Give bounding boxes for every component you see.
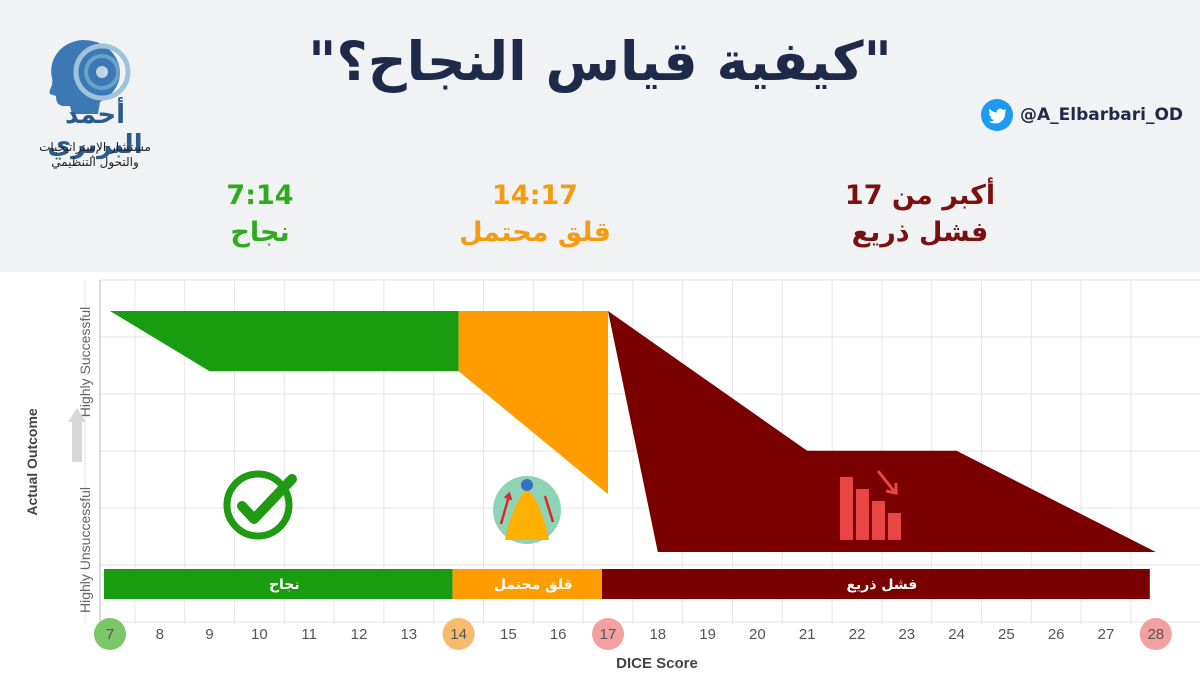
logo-head-icon — [49, 40, 131, 114]
y-axis-title: Actual Outcome — [24, 408, 40, 516]
tick-label: 15 — [500, 626, 517, 643]
y-axis-top-label: Highly Successful — [77, 307, 93, 418]
declining-bars-icon — [840, 470, 901, 540]
tick-label: 28 — [1147, 626, 1164, 643]
category-anxiety: 14:17 قلق محتمل — [420, 180, 650, 248]
chart-zones — [110, 311, 1156, 552]
tick-label: 13 — [400, 626, 417, 643]
chart-icons — [223, 470, 901, 544]
tick-label: 9 — [205, 626, 213, 643]
category-success-label: نجاح — [230, 217, 290, 248]
band-label-0: نجاح — [269, 577, 300, 593]
tick-label: 19 — [699, 626, 716, 643]
category-anxiety-range: 14:17 — [492, 180, 578, 211]
y-axis-bottom-label: Highly Unsuccessful — [77, 487, 93, 613]
tick-label: 21 — [799, 626, 816, 643]
logo-subtitle-line-2: والتحول التنظيمي — [51, 155, 139, 169]
tick-label: 12 — [351, 626, 368, 643]
category-success-range: 7:14 — [226, 180, 294, 211]
header-area — [0, 0, 1200, 272]
twitter-handle: @A_Elbarbari_OD — [1020, 105, 1184, 125]
tick-label: 11 — [301, 626, 317, 643]
page-title: "كيفية قياس النجاح؟" — [308, 30, 892, 93]
logo-subtitle-line-1: مستشار الإستراتيجيات — [39, 140, 151, 154]
category-failure-label: فشل ذريع — [851, 217, 989, 248]
category-failure: أكبر من 17 فشل ذريع — [790, 180, 1050, 248]
tick-highlight — [1139, 618, 1172, 650]
tick-highlight — [94, 618, 126, 650]
band-label-2: فشل ذريع — [846, 577, 917, 593]
tick-label: 16 — [550, 626, 567, 643]
zone-2 — [608, 311, 1156, 552]
category-failure-range: أكبر من 17 — [844, 180, 996, 211]
dice-chart: نجاح قلق محتمل فشل ذريع 7 8 9 10 11 12 13 14 15 16 1… — [24, 279, 1200, 672]
tick-highlight — [592, 618, 624, 650]
band-0 — [104, 569, 453, 599]
logo-name: أحمد البربري — [47, 100, 143, 160]
tick-label: 24 — [948, 626, 965, 643]
tick-label: 8 — [156, 626, 164, 643]
x-axis-title: DICE Score — [616, 655, 698, 672]
tick-label: 23 — [898, 626, 915, 643]
peak-icon — [493, 476, 561, 544]
band-1 — [452, 569, 602, 599]
zone-0 — [110, 311, 459, 372]
chart-bands: نجاح قلق محتمل فشل ذريع — [104, 569, 1150, 599]
tick-label: 26 — [1048, 626, 1065, 643]
chart-x-axis: 7 8 9 10 11 12 13 14 15 16 17 18 19 20 21 22 23 24 25 26 27 2… — [94, 618, 1172, 650]
tick-label: 20 — [749, 626, 766, 643]
category-success: 7:14 نجاح — [160, 180, 360, 248]
logo-subtitle: مستشار الإستراتيجيات والتحول التنظيمي — [20, 140, 170, 170]
check-icon — [223, 470, 297, 540]
tick-label: 7 — [106, 626, 114, 643]
twitter-link[interactable]: @A_Elbarbari_OD — [980, 98, 1183, 132]
band-2 — [602, 569, 1150, 599]
tick-label: 25 — [998, 626, 1015, 643]
category-anxiety-label: قلق محتمل — [459, 217, 611, 248]
tick-label: 22 — [849, 626, 866, 643]
band-label-1: قلق محتمل — [494, 577, 573, 593]
tick-label: 14 — [450, 626, 467, 643]
zone-1 — [458, 311, 608, 495]
tick-label: 18 — [649, 626, 666, 643]
tick-label: 17 — [600, 626, 617, 643]
tick-highlight — [442, 618, 475, 650]
tick-label: 27 — [1098, 626, 1115, 643]
twitter-icon — [981, 99, 1013, 131]
y-axis-arrow-icon — [68, 408, 86, 462]
tick-label: 10 — [251, 626, 268, 643]
